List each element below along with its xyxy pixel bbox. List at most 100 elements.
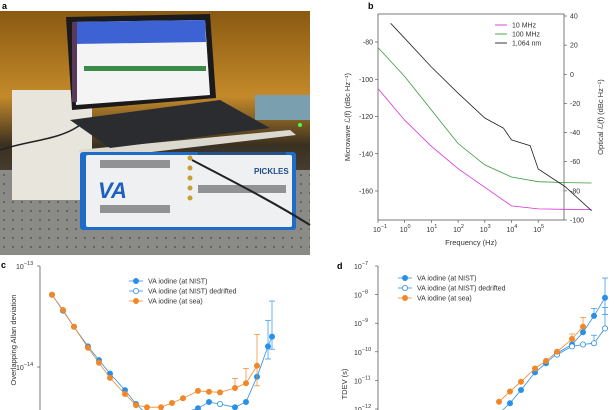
data-point (71, 323, 78, 330)
va-logo: VA (98, 178, 127, 203)
legend-label: 100 MHz (512, 32, 541, 39)
data-point (195, 405, 201, 410)
laptop-keyboard (70, 100, 270, 148)
series-line-0 (51, 294, 273, 410)
y-left-tick-label: -120 (359, 114, 373, 121)
legend-label: 1,064 nm (512, 41, 541, 48)
x-tick-label: 104 (507, 224, 518, 234)
status-led (298, 123, 302, 127)
data-point (580, 323, 587, 330)
y-left-tick-label: -160 (359, 189, 373, 196)
y-right-tick-label: 20 (570, 43, 578, 50)
legend-label: VA iodine (at sea) (148, 299, 203, 306)
data-point (232, 404, 238, 410)
data-point (242, 398, 249, 405)
data-point (179, 395, 186, 402)
data-point (268, 333, 275, 340)
y-right-tick-label: -20 (570, 101, 580, 108)
y-left-tick-label: -100 (359, 77, 373, 84)
data-point (242, 380, 249, 387)
y-tick-label: 10−12 (354, 404, 371, 410)
legend-swatch-marker (132, 297, 139, 304)
x-tick-label: 103 (480, 224, 491, 234)
data-point (96, 359, 103, 366)
y-axis-label: TDEV (s) (340, 368, 349, 399)
y-right-tick-label: -100 (570, 218, 584, 225)
data-point (144, 404, 150, 410)
data-point (168, 399, 175, 406)
data-point (506, 388, 513, 395)
cable (0, 124, 81, 151)
screen-header (72, 20, 206, 44)
data-point (85, 344, 92, 351)
y-right-tick-label: -80 (570, 188, 580, 195)
data-point (518, 386, 525, 393)
vent-slots (100, 147, 286, 213)
data-point (495, 398, 502, 405)
data-point (554, 348, 561, 355)
legend-label: VA iodine (at NIST) (148, 279, 207, 286)
data-point (158, 404, 164, 410)
side-device (255, 95, 310, 120)
legend-label: VA iodine (at NIST) dedrifted (417, 286, 506, 293)
y-tick-label: 10−10 (354, 347, 371, 357)
y-left-axis-label: Microwave ℒ(f) (dBc Hz⁻¹) (343, 72, 352, 161)
x-tick-label: 100 (400, 224, 411, 234)
y-right-tick-label: -60 (570, 159, 580, 166)
data-point (518, 378, 525, 385)
y-tick-label: 10−9 (354, 318, 368, 328)
data-point (264, 343, 271, 350)
screen-dock (72, 22, 77, 102)
legend-label: VA iodine (at NIST) (417, 276, 476, 283)
legend-swatch-marker (132, 287, 139, 294)
data-point (569, 343, 576, 350)
panel-label-c: c (1, 260, 6, 270)
legend-swatch-marker (401, 274, 408, 281)
x-tick-label: 105 (533, 224, 544, 234)
x-tick-label: 102 (453, 224, 464, 234)
series-line-2 (51, 294, 258, 408)
x-tick-label: 10−1 (373, 224, 387, 234)
y-tick-label: 10−11 (354, 375, 371, 385)
y-right-tick-label: 0 (570, 72, 574, 79)
y-tick-label: 10−13 (16, 261, 33, 271)
y-tick-label: 10−7 (354, 261, 368, 271)
legend-label: 10 MHz (512, 23, 537, 30)
y-left-tick-label: -140 (359, 151, 373, 158)
panel-label-b: b (368, 1, 374, 11)
data-point (602, 294, 609, 301)
y-right-axis-label: Optical ℒ(f) (dBc Hz⁻¹) (596, 79, 605, 155)
data-point (253, 362, 260, 369)
data-point (580, 341, 587, 348)
data-point (506, 400, 513, 407)
data-point (132, 402, 139, 409)
x-tick-label: 101 (426, 224, 437, 234)
data-point (532, 365, 539, 372)
data-point (216, 389, 223, 396)
data-point (122, 390, 129, 397)
data-point (60, 306, 67, 313)
data-point (591, 312, 598, 319)
data-point (205, 388, 212, 395)
data-point (107, 374, 114, 381)
series-line-1 (377, 47, 592, 184)
plot-frame (377, 13, 565, 221)
sma-connectors (187, 155, 193, 201)
cable (191, 159, 311, 226)
data-point (49, 291, 56, 298)
device-label: PICKLES (254, 167, 289, 176)
data-point (569, 335, 576, 342)
y-axis-label: Overlapping Allan deviation (9, 295, 18, 386)
y-left-tick-label: -80 (363, 40, 373, 47)
series-line-0 (377, 88, 592, 210)
legend-swatch-marker (401, 294, 408, 301)
data-point (231, 384, 238, 391)
data-point (205, 398, 212, 405)
data-point (591, 340, 598, 347)
data-point (602, 325, 609, 332)
data-point (216, 400, 223, 407)
y-right-tick-label: 40 (570, 14, 578, 21)
legend-swatch-marker (401, 284, 408, 291)
